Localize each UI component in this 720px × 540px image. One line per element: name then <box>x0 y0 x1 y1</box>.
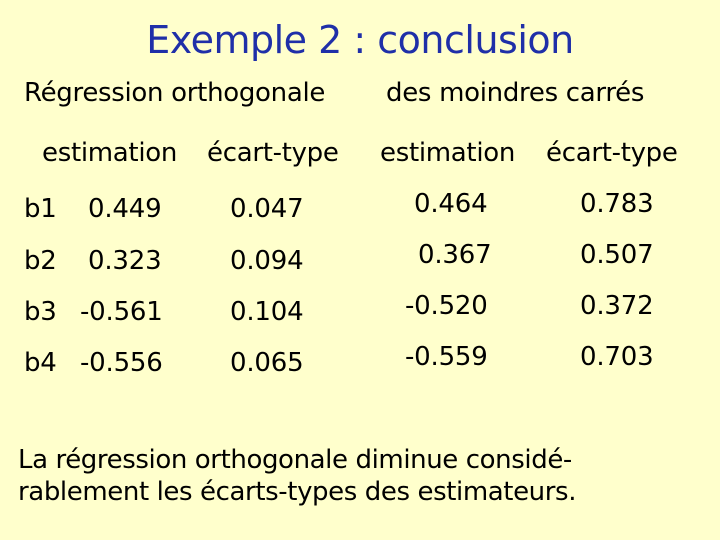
row-label: b1 <box>24 194 57 224</box>
row-label: b4 <box>24 348 57 378</box>
section-heading-orthogonal: Régression orthogonale <box>24 78 326 108</box>
ortho-stddev-value: 0.104 <box>230 297 304 327</box>
ortho-stddev-value: 0.094 <box>230 246 304 276</box>
ls-estimation-value: -0.559 <box>405 342 488 372</box>
ortho-stddev-value: 0.047 <box>230 194 304 224</box>
ortho-stddev-value: 0.065 <box>230 348 304 378</box>
ortho-estimation-value: 0.323 <box>88 246 162 276</box>
ls-stddev-value: 0.372 <box>580 291 654 321</box>
conclusion-line-2: rablement les écarts-types des estimateu… <box>18 477 577 507</box>
slide-title: Exemple 2 : conclusion <box>146 18 574 62</box>
ls-estimation-value: -0.520 <box>405 291 488 321</box>
conclusion-line-1: La régression orthogonale diminue consid… <box>18 445 572 475</box>
ortho-estimation-value: -0.561 <box>80 297 163 327</box>
ortho-estimation-value: 0.449 <box>88 194 162 224</box>
ls-estimation-value: 0.367 <box>418 240 492 270</box>
column-header-ls-estimation: estimation <box>380 138 516 168</box>
row-label: b2 <box>24 246 57 276</box>
ls-stddev-value: 0.507 <box>580 240 654 270</box>
conclusion-text: La régression orthogonale diminue consid… <box>18 444 576 508</box>
section-heading-least-squares: des moindres carrés <box>386 78 645 108</box>
ls-stddev-value: 0.783 <box>580 189 654 219</box>
ls-estimation-value: 0.464 <box>414 189 488 219</box>
row-label: b3 <box>24 297 57 327</box>
ls-stddev-value: 0.703 <box>580 342 654 372</box>
ortho-estimation-value: -0.556 <box>80 348 163 378</box>
column-header-ls-stddev: écart-type <box>546 138 678 168</box>
column-header-ortho-stddev: écart-type <box>207 138 339 168</box>
column-header-ortho-estimation: estimation <box>42 138 178 168</box>
